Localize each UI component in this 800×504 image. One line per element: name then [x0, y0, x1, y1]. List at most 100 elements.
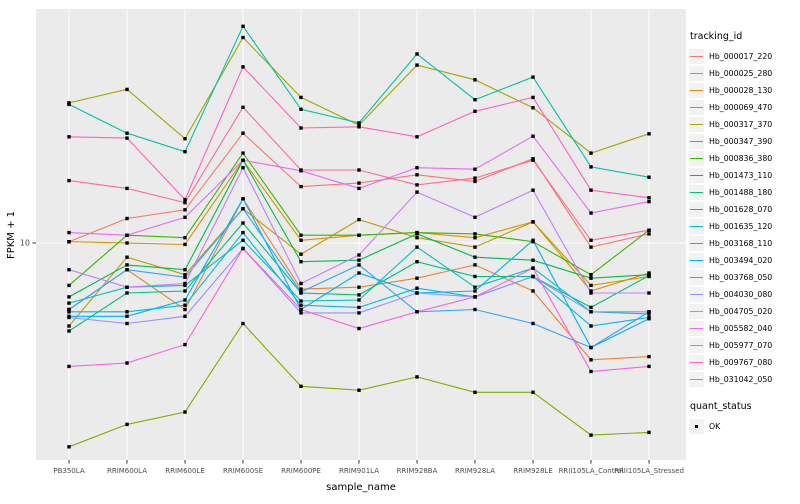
data-point	[473, 167, 477, 171]
data-point	[357, 258, 361, 262]
data-point	[589, 433, 593, 437]
data-point	[473, 390, 477, 394]
legend: tracking_id Hb_000017_220 Hb_000025_280 Hb…	[689, 31, 799, 435]
legend-key	[689, 287, 704, 302]
data-point	[531, 266, 535, 270]
data-point	[589, 273, 593, 277]
legend-key	[689, 66, 704, 81]
data-point	[67, 268, 71, 272]
data-point	[241, 158, 245, 162]
legend-line-icon	[690, 140, 703, 143]
legend-label: Hb_004030_080	[709, 290, 773, 299]
legend-line-icon	[690, 208, 703, 211]
legend-label: Hb_000347_390	[709, 137, 773, 146]
legend-key	[689, 168, 704, 183]
data-point	[183, 281, 187, 286]
data-point	[67, 230, 71, 235]
legend-item: Hb_000025_280	[689, 65, 799, 82]
legend-label: Hb_000025_280	[709, 69, 773, 78]
data-point	[183, 314, 187, 318]
data-point	[67, 307, 71, 312]
data-point	[125, 310, 129, 314]
data-point	[647, 317, 651, 321]
data-point	[183, 208, 187, 212]
data-point	[67, 178, 71, 183]
data-point	[241, 230, 245, 235]
legend-line-icon	[690, 174, 703, 177]
data-point	[299, 303, 303, 307]
data-point	[183, 342, 187, 347]
legend-item: Hb_000017_220	[689, 48, 799, 65]
legend-line-icon	[690, 378, 703, 381]
data-point	[357, 253, 361, 257]
legend-key	[689, 83, 704, 98]
data-point	[357, 125, 361, 129]
legend-item: Hb_001635_120	[689, 218, 799, 235]
x-tick-label: RRIM928LA	[455, 467, 495, 475]
data-point	[415, 232, 419, 236]
data-point	[299, 252, 303, 256]
legend-key	[689, 270, 704, 285]
data-point	[67, 445, 71, 449]
data-point	[647, 364, 651, 369]
legend-item: Hb_005977_070	[689, 337, 799, 354]
legend-line-icon	[690, 72, 703, 75]
data-point	[589, 289, 593, 293]
data-point	[647, 310, 651, 314]
legend-item: Hb_001473_110	[689, 167, 799, 184]
legend-key	[689, 236, 704, 251]
data-point	[241, 131, 245, 135]
legend-key-ok	[689, 419, 704, 434]
legend-key	[689, 134, 704, 149]
data-point	[415, 310, 419, 314]
data-point	[415, 190, 419, 194]
data-point	[183, 242, 187, 247]
data-point	[299, 281, 303, 286]
data-point	[357, 233, 361, 237]
data-point	[473, 176, 477, 180]
legend-label: Hb_009767_080	[709, 358, 773, 367]
data-point	[531, 95, 535, 100]
legend-line-icon	[690, 225, 703, 228]
data-point	[473, 307, 477, 312]
data-point	[183, 289, 187, 293]
data-point	[299, 168, 303, 172]
plot-background	[36, 9, 686, 460]
data-point	[67, 310, 71, 314]
legend-key	[689, 219, 704, 234]
legend-label: Hb_001628_070	[709, 205, 773, 214]
legend-item: Hb_003168_110	[689, 235, 799, 252]
data-point	[183, 273, 187, 277]
data-point	[473, 232, 477, 236]
data-point	[183, 298, 187, 302]
data-point	[241, 105, 245, 109]
data-point	[125, 285, 129, 289]
data-point	[67, 102, 71, 107]
legend-label-ok: OK	[709, 422, 721, 431]
data-point	[415, 135, 419, 139]
legend-label: Hb_031042_050	[709, 375, 773, 384]
data-point	[299, 260, 303, 264]
data-point	[183, 283, 187, 288]
data-point	[531, 321, 535, 326]
x-tick-label: RRIM600PE	[281, 467, 321, 475]
legend-key	[689, 185, 704, 200]
data-point	[531, 188, 535, 192]
legend-line-icon	[690, 157, 703, 160]
data-point	[531, 390, 535, 394]
legend-item: Hb_000836_380	[689, 150, 799, 167]
data-point	[473, 274, 477, 279]
point-square-icon	[694, 424, 699, 429]
legend-label: Hb_000017_220	[709, 52, 773, 61]
data-point	[125, 314, 129, 318]
legend-line-icon	[690, 123, 703, 126]
data-point	[241, 246, 245, 251]
legend-item: Hb_001488_180	[689, 184, 799, 201]
legend-line-icon	[690, 327, 703, 330]
legend-key	[689, 151, 704, 166]
x-tick-label: RRIM600LE	[165, 467, 205, 475]
data-point	[531, 220, 535, 224]
data-point	[125, 255, 129, 259]
x-tick-label: RRIM901LA	[339, 467, 379, 475]
data-point	[647, 228, 651, 232]
